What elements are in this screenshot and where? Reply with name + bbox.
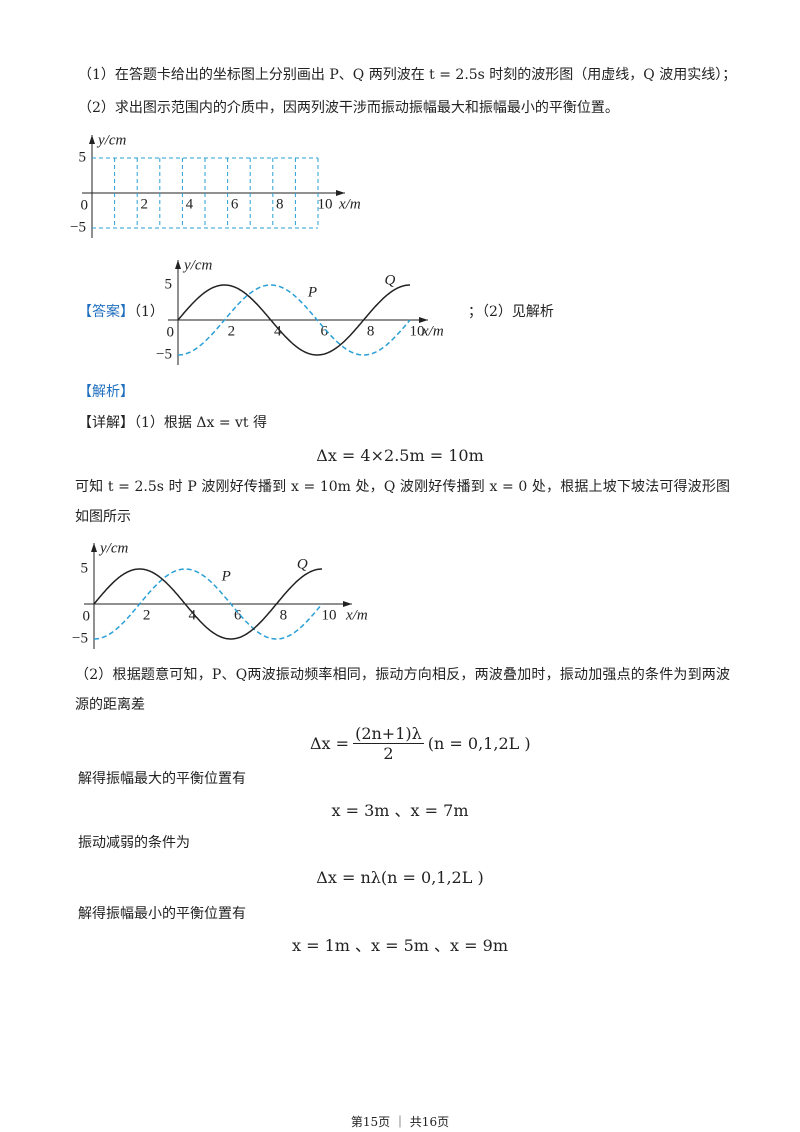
x-tick-label: 4 (274, 323, 282, 339)
x-tick-label: 6 (320, 323, 328, 339)
x-tick-label: 2 (140, 196, 148, 212)
paragraph: 解得振幅最小的平衡位置有 (78, 906, 246, 922)
paragraph: 解得振幅最大的平衡位置有 (78, 771, 246, 787)
equation: Δx = 4×2.5m = 10m (316, 446, 484, 465)
origin-label: 0 (81, 197, 89, 213)
curve-label: Q (384, 272, 395, 288)
answer-part2: ；（2）见解析 (468, 304, 554, 320)
y-axis-label: y/cm (182, 257, 212, 273)
origin-label: 0 (167, 324, 175, 340)
origin-label: 0 (83, 608, 91, 624)
answer-part1: （1） (134, 304, 164, 320)
fraction-equation: Δx = (2n+1)λ 2 (n = 0,1,2L ) (310, 724, 531, 763)
equation: x = 3m 、x = 7m (331, 801, 469, 820)
wave-q (177, 284, 410, 356)
x-tick-label: 4 (186, 196, 194, 212)
analysis-label: 【解析】 (78, 384, 134, 400)
y-tick-label: −5 (156, 346, 172, 362)
x-axis-label: x/m (345, 607, 368, 623)
answer-row: 【答案】（1） (78, 302, 164, 322)
detail-label: 【详解】 (78, 415, 134, 431)
footer: 第15页 ｜ 共16页 (350, 1115, 450, 1129)
y-tick-label: −5 (72, 630, 88, 646)
detail-intro: （1）根据 Δx = vt 得 (134, 415, 267, 431)
y-tick-label: −5 (70, 219, 86, 235)
x-tick-label: 2 (228, 323, 236, 339)
curve-label: P (307, 284, 317, 300)
x-tick-label: 8 (276, 196, 284, 212)
x-tick-label: 4 (188, 607, 196, 623)
y-arrow (91, 543, 97, 552)
x-tick-label: 10 (410, 323, 425, 339)
x-tick-label: 6 (234, 607, 242, 623)
answer-label: 【答案】 (78, 304, 134, 320)
x-tick-label: 6 (231, 196, 239, 212)
y-tick-label: 5 (81, 560, 89, 576)
x-axis-label: x/m (338, 196, 361, 212)
fraction: (2n+1)λ 2 (353, 724, 424, 763)
eq-rhs: (n = 0,1,2L ) (427, 734, 531, 753)
x-arrow (419, 317, 428, 323)
x-axis-label: x/m (421, 323, 444, 339)
paragraph: 振动减弱的条件为 (78, 835, 190, 851)
y-arrow (89, 135, 95, 144)
wave-q (93, 568, 322, 640)
y-tick-label: 5 (79, 149, 87, 165)
equation: x = 1m 、x = 5m 、x = 9m (291, 936, 509, 955)
y-tick-label: 5 (165, 276, 173, 292)
numerator: (2n+1)λ (353, 724, 424, 744)
x-tick-label: 8 (280, 607, 288, 623)
curve-label: Q (297, 556, 308, 572)
y-axis-label: y/cm (98, 540, 128, 556)
x-arrow (343, 601, 352, 607)
x-tick-label: 10 (318, 196, 333, 212)
y-axis-label: y/cm (96, 132, 126, 148)
question-part1: （1）在答题卡给出的坐标图上分别画出 P、Q 两列波在 t = 2.5s 时刻的… (78, 67, 737, 83)
eq-lhs: Δx = (310, 734, 350, 753)
x-tick-label: 10 (322, 607, 337, 623)
x-arrow (336, 190, 345, 196)
curve-label: P (221, 568, 231, 584)
detail-row: 【详解】（1）根据 Δx = vt 得 (78, 413, 267, 433)
x-tick-label: 2 (143, 607, 151, 623)
denominator: 2 (383, 744, 394, 763)
x-tick-label: 8 (367, 323, 375, 339)
y-arrow (175, 260, 181, 269)
equation: Δx = nλ(n = 0,1,2L ) (316, 868, 484, 887)
paragraph: （2）根据题意可知，P、Q两波振动频率相同，振动方向相反，两波叠加时，振动加强点… (75, 667, 730, 713)
paragraph: 可知 t = 2.5s 时 P 波刚好传播到 x = 10m 处，Q 波刚好传播… (75, 479, 730, 525)
wave-p (178, 284, 411, 356)
question-part2: （2）求出图示范围内的介质中，因两列波干涉而振动振幅最大和振幅最小的平衡位置。 (78, 100, 619, 116)
wave-p (94, 568, 323, 640)
